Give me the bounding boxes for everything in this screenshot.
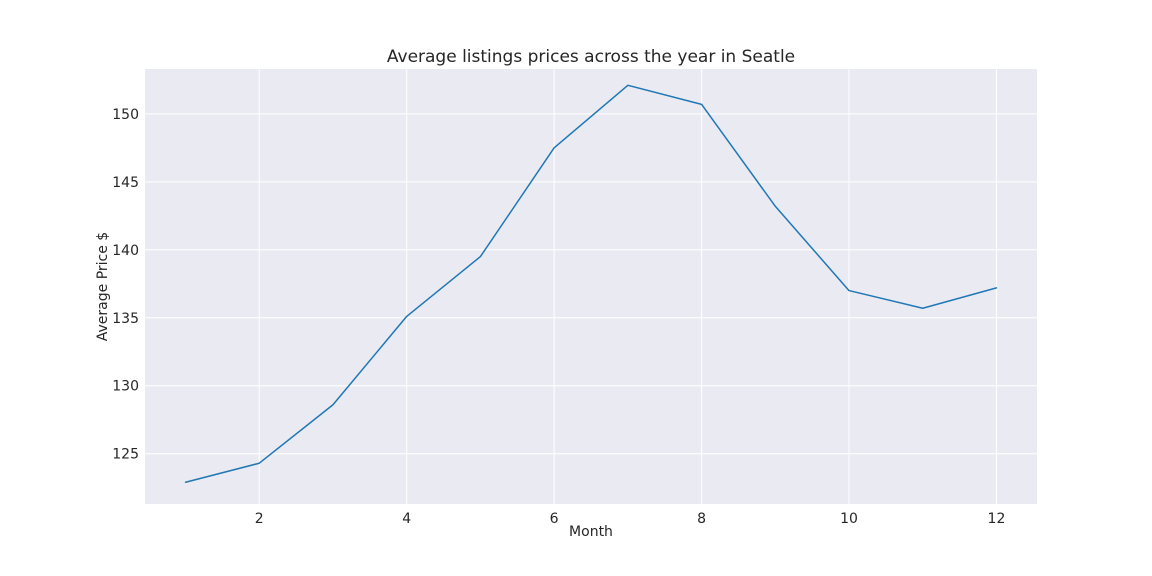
plot-area (145, 69, 1037, 504)
x-tick-label: 12 (988, 511, 1006, 527)
y-tick-label: 150 (112, 107, 139, 123)
y-tick-label: 145 (112, 175, 139, 191)
y-tick-labels: 125 130 135 140 145 150 (112, 107, 139, 463)
y-tick-label: 130 (112, 379, 139, 395)
y-axis-label: Average Price $ (95, 232, 111, 341)
y-gridlines (145, 113, 1037, 455)
x-tick-labels: 2 4 6 8 10 12 (255, 511, 1006, 527)
x-tick-label: 10 (840, 511, 858, 527)
x-tick-label: 8 (697, 511, 706, 527)
y-tick-label: 135 (112, 311, 139, 327)
y-tick-label: 140 (112, 243, 139, 259)
x-gridlines (258, 69, 997, 504)
x-tick-label: 2 (255, 511, 264, 527)
x-tick-label: 6 (550, 511, 559, 527)
series-layer (184, 84, 998, 483)
y-tick-label: 125 (112, 447, 139, 463)
x-axis-label: Month (569, 524, 613, 540)
chart-title: Average listings prices across the year … (387, 47, 795, 67)
series-line (184, 84, 998, 483)
x-tick-label: 4 (402, 511, 411, 527)
